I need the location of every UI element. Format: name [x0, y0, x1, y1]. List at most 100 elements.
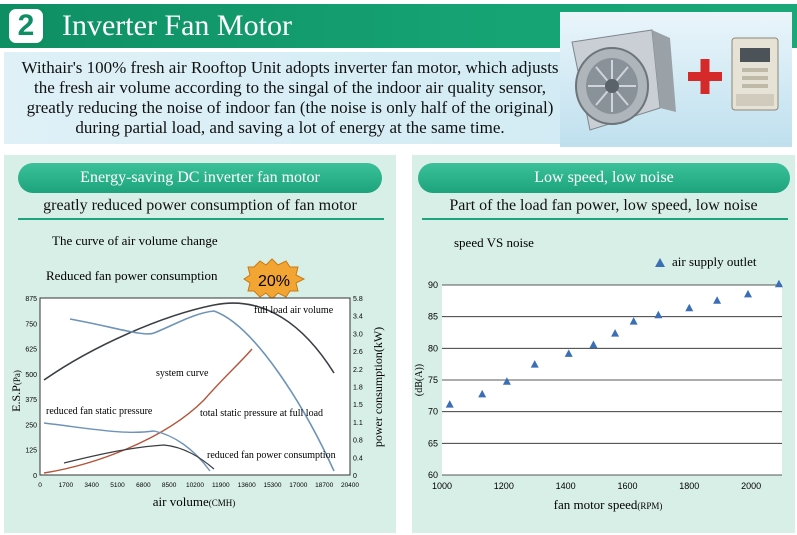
x-ticks: 1000 1200 1400 1600 1800 2000 — [432, 481, 761, 491]
right-panel: Low speed, low noise Part of the load fa… — [412, 155, 795, 533]
plus-icon — [688, 59, 722, 94]
reduced-static-curve — [43, 422, 211, 472]
right-y-tick-label: 2.6 — [353, 349, 363, 356]
data-points — [445, 279, 783, 408]
x-tick-label: 1600 — [617, 481, 637, 491]
x-tick-label: 1400 — [556, 481, 576, 491]
system-curve — [43, 348, 253, 474]
data-point — [611, 329, 620, 337]
left-y-tick-label: 125 — [25, 448, 37, 455]
reduced-power-curve — [63, 444, 215, 470]
y-axis-label-group: (dB(A)) — [414, 364, 425, 396]
data-point — [685, 303, 694, 312]
page-title: Inverter Fan Motor — [62, 9, 292, 42]
air-volume-chart: The curve of air volume change Reduced f… — [9, 233, 385, 509]
data-point — [478, 389, 487, 398]
x-tick-label: 1800 — [679, 481, 699, 491]
data-point — [774, 279, 783, 288]
x-tick-label: 17000 — [289, 482, 307, 489]
data-point — [502, 377, 511, 385]
x-axis-label: air volume(CMH) — [153, 494, 235, 509]
percent-badge: 20% — [243, 258, 306, 300]
left-subtitle-underline — [18, 218, 384, 220]
percent-badge-label: 20% — [258, 273, 290, 290]
right-y-tick-label: 1.1 — [353, 420, 363, 427]
y-tick-label: 85 — [428, 312, 438, 322]
left-y-tick-label: 0 — [33, 473, 37, 480]
legend-marker-icon — [655, 258, 665, 267]
fan-motor-icon — [571, 29, 676, 131]
legend-label: air supply outlet — [672, 254, 757, 269]
right-panel-pill: Low speed, low noise — [418, 163, 790, 193]
data-point — [564, 349, 573, 357]
data-point — [654, 310, 663, 319]
inverter-icon — [731, 37, 779, 111]
label-reduced-static: reduced fan static pressure — [46, 406, 153, 417]
right-y-tick-label: 0.8 — [353, 438, 363, 445]
left-y-tick-label: 750 — [25, 321, 37, 328]
x-tick-label: 5100 — [110, 482, 125, 489]
grid-lines — [442, 284, 782, 476]
left-y-ticks: 875 750 625 500 375 250 125 0 — [25, 296, 37, 480]
data-point — [629, 317, 638, 325]
chart-title: speed VS noise — [454, 235, 534, 250]
right-y-tick-label: 2.2 — [353, 367, 363, 374]
right-y-tick-label: 1.8 — [353, 385, 363, 392]
x-tick-label: 11900 — [212, 482, 230, 489]
data-point — [530, 360, 539, 368]
section-number-badge: 2 — [6, 6, 46, 46]
x-tick-label: 3400 — [84, 482, 99, 489]
y-tick-label: 75 — [428, 375, 438, 385]
left-y-tick-label: 500 — [25, 372, 37, 379]
x-tick-label: 15300 — [263, 482, 281, 489]
y-tick-label: 70 — [428, 407, 438, 417]
right-y-ticks: 5.8 3.4 3.0 2.6 2.2 1.8 1.5 1.1 0.8 0.4 0 — [353, 296, 363, 480]
right-axis-label-group: power consumption(kW) — [371, 327, 385, 447]
chart-caption-air-volume: The curve of air volume change — [52, 233, 218, 248]
left-y-tick-label: 375 — [25, 397, 37, 404]
right-axis-label: power consumption(kW) — [371, 327, 385, 447]
data-point — [445, 400, 454, 408]
total-static-curve — [69, 310, 335, 472]
y-ticks: 90 85 80 75 70 65 60 — [428, 280, 438, 480]
intro-block: Withair's 100% fresh air Rooftop Unit ad… — [4, 52, 584, 148]
y-tick-label: 80 — [428, 343, 438, 353]
speed-noise-chart: speed VS noise air supply outlet 90 85 80 7… — [414, 235, 783, 512]
x-tick-label: 13600 — [238, 482, 256, 489]
x-tick-label: 8500 — [162, 482, 177, 489]
fan-and-inverter-illustration — [571, 29, 779, 131]
right-y-tick-label: 3.0 — [353, 331, 363, 338]
x-tick-label: 10200 — [186, 482, 204, 489]
section-number: 2 — [17, 9, 35, 42]
legend: air supply outlet — [655, 254, 757, 269]
intro-text: Withair's 100% fresh air Rooftop Unit ad… — [21, 58, 559, 137]
x-tick-label: 0 — [38, 482, 42, 489]
left-y-tick-label: 625 — [25, 347, 37, 354]
left-panel-pill: Energy-saving DC inverter fan motor — [18, 163, 382, 193]
data-point — [744, 289, 752, 298]
x-tick-label: 2000 — [741, 481, 761, 491]
x-tick-label: 1700 — [59, 482, 74, 489]
x-tick-label: 1000 — [432, 481, 452, 491]
label-reduced-power: reduced fan power consumption — [207, 450, 336, 461]
label-total-static: total static pressure at full load — [200, 408, 323, 419]
chart-caption-reduced-power: Reduced fan power consumption — [46, 268, 218, 283]
y-tick-label: 60 — [428, 470, 438, 480]
plot-area — [39, 297, 351, 476]
product-image — [560, 12, 792, 147]
left-y-tick-label: 250 — [25, 422, 37, 429]
full-load-curve — [43, 302, 335, 381]
data-point — [589, 340, 598, 349]
left-axis-label: E.S.P(Pa) — [9, 370, 23, 412]
right-y-tick-label: 1.5 — [353, 402, 363, 409]
x-tick-label: 20400 — [341, 482, 359, 489]
intro-background — [4, 52, 584, 144]
right-subtitle-underline — [422, 218, 788, 220]
left-panel-subtitle: greatly reduced power consumption of fan… — [43, 197, 357, 214]
right-y-tick-label: 0 — [353, 473, 357, 480]
right-panel-subtitle: Part of the load fan power, low speed, l… — [449, 197, 758, 214]
x-tick-label: 18700 — [315, 482, 333, 489]
right-y-tick-label: 0.4 — [353, 455, 363, 462]
left-axis-label-group: E.S.P(Pa) — [9, 370, 23, 412]
x-ticks: 0 1700 3400 5100 6800 8500 10200 11900 13600 1530… — [38, 482, 359, 489]
